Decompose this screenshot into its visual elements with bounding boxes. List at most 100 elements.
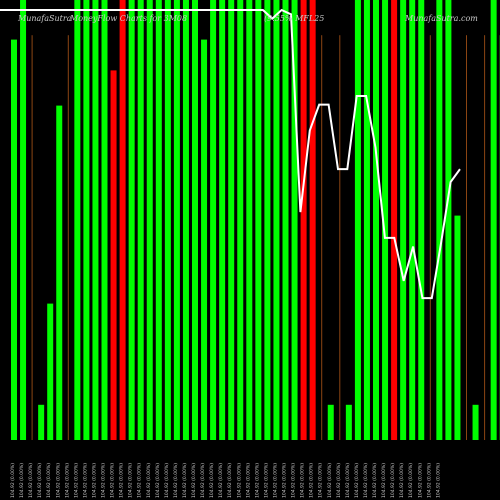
bar-50 (466, 35, 467, 440)
x-tick-label-32: 104.92 (0.00%) (300, 463, 306, 498)
bar-0 (11, 39, 17, 440)
x-tick-label-18: 104.92 (0.00%) (173, 463, 179, 498)
x-tick-label-23: 104.92 (0.00%) (218, 463, 224, 498)
x-tick-label-43: 104.92 (0.00%) (399, 463, 405, 498)
bar-52 (484, 35, 486, 440)
bar-33 (309, 0, 316, 440)
bar-17 (164, 0, 171, 440)
bar-34 (321, 35, 323, 440)
x-tick-label-7: 104.92 (0.00%) (73, 463, 79, 498)
site-name-right: MunafaSutra.com (404, 14, 478, 23)
price-line (0, 8, 461, 300)
x-tick-label-1: 104.92 (0.00%) (19, 463, 25, 498)
x-tick-label-40: 104.92 (0.00%) (372, 463, 378, 498)
bar-32 (300, 0, 307, 440)
x-tick-label-31: 104.92 (0.00%) (291, 463, 297, 498)
x-tick-label-5: 104.92 (0.00%) (55, 463, 61, 498)
bar-5 (56, 105, 63, 440)
bar-14 (137, 0, 144, 440)
x-tick-labels: 104.92 (0.00%) 104.92 (0.00%) 104.92 (0.00… (10, 463, 441, 498)
bar-3 (38, 404, 45, 440)
bar-15 (146, 0, 153, 440)
bar-26 (246, 0, 253, 440)
bar-47 (436, 0, 443, 440)
bar-31 (291, 0, 298, 440)
bar-46 (429, 35, 431, 440)
bar-8 (83, 0, 90, 440)
bar-43 (400, 0, 407, 440)
bar-25 (237, 0, 244, 440)
x-tick-label-37: 104.92 (0.00%) (345, 463, 351, 498)
bar-9 (92, 0, 99, 440)
x-tick-label-13: 104.92 (0.00%) (128, 463, 134, 498)
x-tick-label-17: 104.92 (0.00%) (164, 463, 170, 498)
bar-19 (182, 0, 189, 440)
bar-36 (339, 35, 341, 440)
bar-4 (47, 303, 54, 440)
x-tick-label-2: 104.92 (0.00%) (28, 463, 34, 498)
bar-16 (155, 0, 162, 440)
x-tick-label-14: 104.92 (0.00%) (137, 463, 143, 498)
line-layer (0, 8, 461, 300)
bar-22 (210, 0, 217, 440)
bar-6 (67, 35, 69, 440)
x-tick-label-38: 104.92 (0.00%) (354, 463, 360, 498)
x-tick-label-8: 104.92 (0.00%) (82, 463, 88, 498)
bar-44 (409, 0, 416, 440)
x-tick-label-26: 104.92 (0.00%) (245, 463, 251, 498)
bar-7 (74, 0, 81, 440)
x-tick-label-9: 104.92 (0.00%) (91, 463, 97, 498)
bar-27 (255, 0, 262, 440)
x-tick-label-27: 104.92 (0.00%) (254, 463, 260, 498)
bar-20 (192, 0, 198, 440)
x-tick-label-34: 104.92 (0.00%) (318, 463, 324, 498)
x-tick-label-19: 104.92 (0.00%) (182, 463, 188, 498)
x-tick-label-28: 104.92 (0.00%) (263, 463, 269, 498)
x-tick-label-3: 104.92 (0.00%) (37, 463, 43, 498)
x-tick-label-44: 104.92 (0.00%) (408, 463, 414, 498)
chart-title: MoneyFlow Charts for 3M08 (69, 14, 187, 23)
x-tick-label-20: 104.92 (0.00%) (191, 463, 197, 498)
bar-41 (382, 0, 389, 440)
x-tick-label-45: 104.92 (0.00%) (417, 463, 423, 498)
x-tick-label-12: 104.92 (0.00%) (119, 463, 125, 498)
bar-2 (31, 35, 33, 440)
x-tick-label-24: 104.92 (0.00%) (227, 463, 233, 498)
bar-10 (101, 0, 108, 440)
bar-45 (418, 0, 425, 440)
bar-48 (445, 0, 452, 440)
site-name-left: MunafaSutra (17, 14, 72, 23)
bar-37 (345, 404, 352, 440)
bars-layer (11, 0, 500, 441)
bar-1 (20, 0, 27, 440)
x-tick-label-36: 104.92 (0.00%) (336, 463, 342, 498)
x-tick-label-29: 104.92 (0.00%) (272, 463, 278, 498)
x-tick-label-30: 104.92 (0.00%) (282, 463, 288, 498)
bar-29 (273, 0, 280, 440)
bar-38 (354, 0, 361, 440)
bar-13 (128, 0, 135, 440)
bar-51 (472, 404, 479, 440)
bar-42 (391, 0, 398, 440)
x-tick-label-22: 104.92 (0.00%) (209, 463, 215, 498)
bar-35 (327, 404, 334, 440)
x-tick-label-47: 104.92 (0.00%) (435, 463, 441, 498)
bar-30 (282, 0, 289, 440)
bar-18 (173, 0, 180, 440)
chart-header: MunafaSutra MoneyFlow Charts for 3M08 (9… (17, 14, 478, 23)
bar-49 (454, 215, 461, 440)
bar-23 (219, 0, 226, 440)
x-tick-label-10: 104.92 (0.00%) (101, 463, 107, 498)
x-tick-label-4: 104.92 (0.00%) (46, 463, 52, 498)
bar-12 (119, 0, 126, 440)
x-tick-label-16: 104.92 (0.00%) (155, 463, 161, 498)
x-tick-label-15: 104.92 (0.00%) (146, 463, 152, 498)
x-tick-label-46: 104.92 (0.00%) (426, 463, 432, 498)
bar-21 (201, 39, 208, 440)
x-tick-label-35: 104.92 (0.00%) (327, 463, 333, 498)
x-tick-label-39: 104.92 (0.00%) (363, 463, 369, 498)
bar-40 (373, 0, 379, 440)
bar-28 (264, 0, 271, 440)
x-tick-label-11: 104.92 (0.00%) (110, 463, 116, 498)
